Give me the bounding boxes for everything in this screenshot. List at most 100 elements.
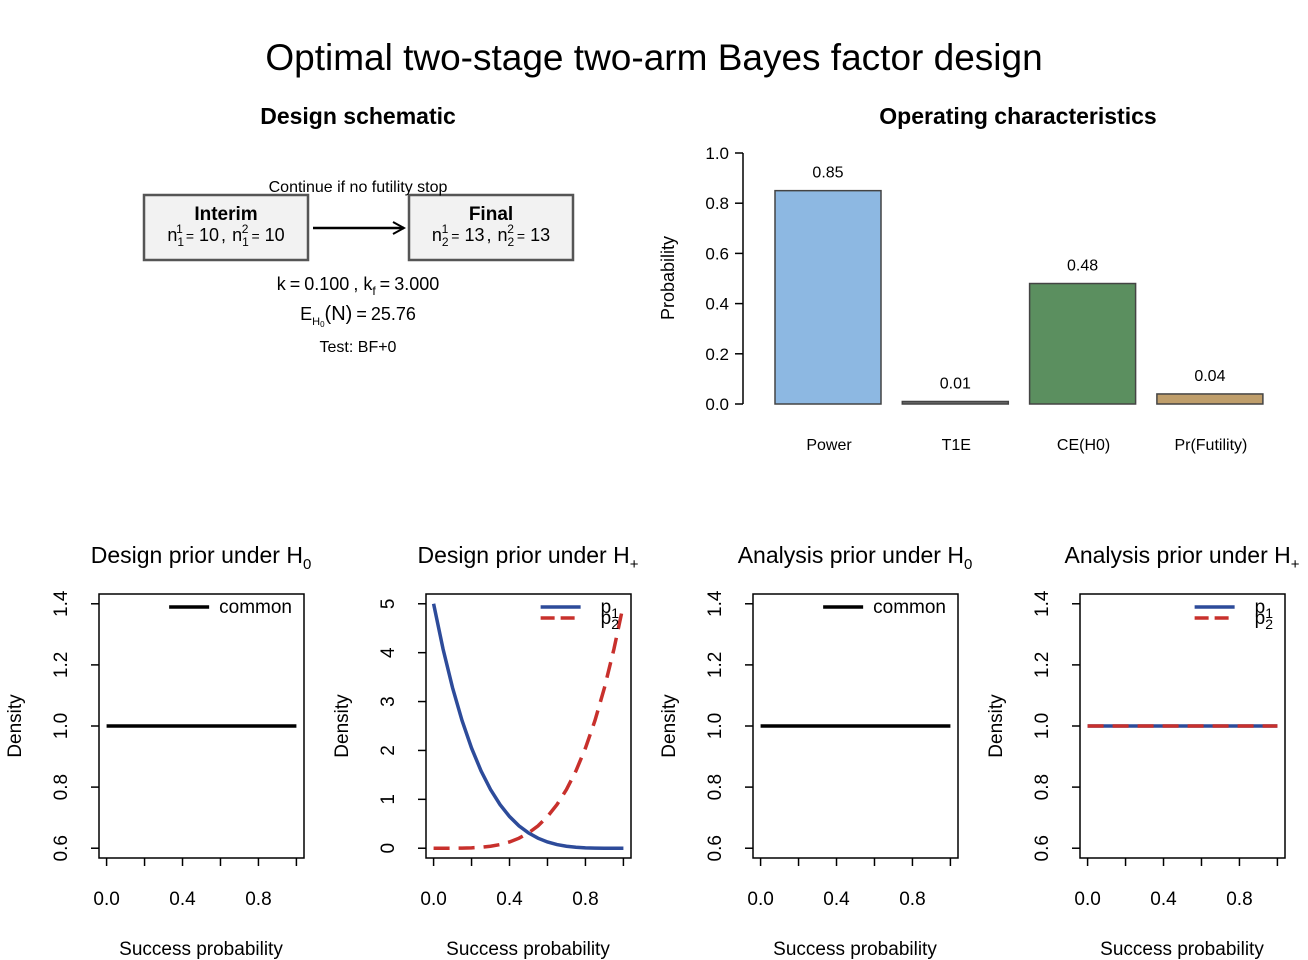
plot-box bbox=[425, 593, 632, 859]
formula-part: k bbox=[277, 274, 287, 294]
value-label: 0.48 bbox=[1067, 258, 1098, 275]
stage-label: Final bbox=[469, 204, 513, 225]
y-tick-label: 0.8 bbox=[51, 774, 72, 800]
x-tick-label: T1E bbox=[942, 437, 971, 454]
y-tick-label: 4 bbox=[378, 647, 399, 658]
formula-part: 2 bbox=[442, 235, 449, 249]
formula-part: = bbox=[251, 228, 259, 244]
y-tick-label: 1.2 bbox=[1032, 652, 1053, 678]
legend-sub: 1 bbox=[611, 605, 619, 621]
legend-name: p bbox=[1255, 597, 1266, 618]
title-sub: 0 bbox=[964, 556, 972, 573]
stage-sizes: n11 = 10, n12 = 10 bbox=[167, 222, 284, 249]
interim-box bbox=[142, 193, 310, 262]
y-axis-label: Density bbox=[332, 694, 353, 758]
formula-part: = bbox=[356, 304, 367, 324]
legend-name: common bbox=[873, 597, 946, 618]
formula-part: 1 bbox=[177, 235, 184, 249]
formula-part: 2 bbox=[508, 235, 515, 249]
chart-title: Analysis prior under H+ bbox=[1064, 542, 1299, 573]
formula-part: = bbox=[186, 228, 194, 244]
formula-part: n bbox=[498, 225, 508, 245]
x-tick-label: 0.0 bbox=[747, 889, 773, 910]
legend-name: p bbox=[601, 597, 612, 618]
formula-part: 25.76 bbox=[371, 304, 416, 324]
x-tick-label: CE(H0) bbox=[1057, 437, 1110, 454]
chart-title: Operating characteristics bbox=[879, 103, 1156, 129]
title-sub: + bbox=[1291, 556, 1300, 573]
formula-part: 10 bbox=[199, 225, 219, 245]
title-text: Analysis prior under H bbox=[738, 542, 964, 568]
expected-n-line: EH0(N) = 25.76 bbox=[300, 303, 416, 329]
y-tick-label: 0.6 bbox=[705, 835, 726, 861]
y-tick-label: 1 bbox=[378, 794, 399, 805]
formula-part: 0 bbox=[320, 320, 325, 329]
value-label: 0.85 bbox=[812, 165, 843, 182]
test-label: Test: BF+0 bbox=[320, 339, 397, 356]
y-axis-label: Density bbox=[659, 694, 680, 758]
arrow-label: Continue if no futility stop bbox=[269, 179, 448, 196]
formula-part: 1 bbox=[242, 235, 249, 249]
y-tick-label: 1.0 bbox=[705, 713, 726, 739]
y-tick-label: 2 bbox=[378, 745, 399, 756]
stage-label: Interim bbox=[194, 204, 257, 225]
formula-part: 13 bbox=[530, 225, 550, 245]
x-tick-label: 0.0 bbox=[93, 889, 119, 910]
formula-part: H bbox=[312, 316, 320, 328]
x-tick-label: Pr(Futility) bbox=[1174, 437, 1247, 454]
threshold-line: k = 0.100, kf = 3.000 bbox=[277, 274, 439, 298]
formula-part: 13 bbox=[464, 225, 484, 245]
bar bbox=[1156, 393, 1264, 405]
legend-sub: 2 bbox=[611, 616, 619, 632]
bar bbox=[1028, 282, 1137, 405]
title-sub: 0 bbox=[303, 556, 311, 573]
y-tick-label: 0.8 bbox=[705, 774, 726, 800]
legend-label: p1 bbox=[1255, 597, 1274, 621]
formula-part: f bbox=[372, 284, 376, 298]
y-axis-label: Density bbox=[5, 694, 26, 758]
x-tick-label: 0.4 bbox=[1150, 889, 1177, 910]
y-tick-label: 0.8 bbox=[1032, 774, 1053, 800]
formula-part: n bbox=[432, 225, 442, 245]
y-tick-label: 1.4 bbox=[705, 590, 726, 617]
title-text: Design prior under H bbox=[418, 542, 630, 568]
legend-sub: 1 bbox=[1265, 605, 1273, 621]
y-tick-label: 1.2 bbox=[705, 652, 726, 678]
x-tick-label: 0.8 bbox=[245, 889, 271, 910]
bar bbox=[901, 400, 1010, 405]
legend-label: p2 bbox=[601, 608, 620, 632]
legend-sub: 2 bbox=[1265, 616, 1273, 632]
formula-part: = bbox=[517, 228, 525, 244]
y-tick-label: 1.2 bbox=[51, 652, 72, 678]
formula-part: k bbox=[363, 274, 373, 294]
legend-label: p1 bbox=[601, 597, 620, 621]
title-sub: + bbox=[630, 556, 639, 573]
y-axis-label: Probability bbox=[658, 236, 678, 320]
formula-part: (N) bbox=[325, 303, 353, 325]
x-tick-label: 0.4 bbox=[169, 889, 196, 910]
formula-part: 10 bbox=[265, 225, 285, 245]
x-tick-label: 0.0 bbox=[420, 889, 446, 910]
legend-label: common bbox=[873, 597, 946, 618]
y-tick-label: 0 bbox=[378, 843, 399, 854]
main-title: Optimal two-stage two-arm Bayes factor d… bbox=[265, 37, 1042, 78]
formula-part: = bbox=[290, 274, 301, 294]
x-tick-label: 0.0 bbox=[1074, 889, 1100, 910]
y-tick-label: 1.0 bbox=[705, 144, 729, 163]
y-tick-label: 1.4 bbox=[51, 590, 72, 617]
final-box bbox=[407, 193, 575, 262]
y-tick-label: 5 bbox=[378, 598, 399, 609]
stage-sizes: n21 = 13, n22 = 13 bbox=[432, 222, 550, 249]
bar bbox=[774, 189, 882, 405]
series-line bbox=[433, 613, 624, 850]
chart-title: Design prior under H+ bbox=[418, 542, 639, 573]
x-axis-label: Success probability bbox=[446, 939, 610, 960]
title-text: Analysis prior under H bbox=[1064, 542, 1290, 568]
formula-part: , bbox=[221, 225, 226, 245]
x-axis-label: Success probability bbox=[1100, 939, 1264, 960]
formula-part: n bbox=[167, 225, 177, 245]
formula-part: = bbox=[380, 274, 391, 294]
legend-name: p bbox=[1255, 608, 1266, 629]
formula-part: 1 bbox=[176, 222, 183, 236]
